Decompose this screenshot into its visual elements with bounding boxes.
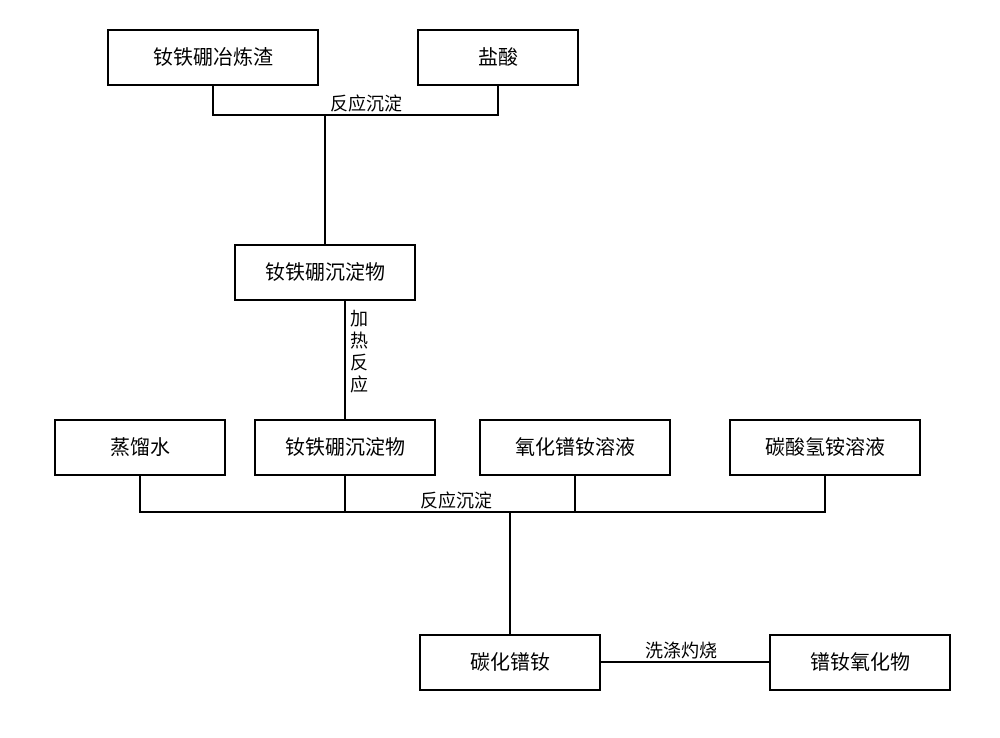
node-label-n9: 镨钕氧化物 — [810, 651, 910, 674]
edge-label-el2-0: 加 — [350, 309, 368, 329]
node-label-n6: 氧化镨钕溶液 — [515, 436, 635, 459]
edge-label-el4: 洗涤灼烧 — [645, 641, 717, 661]
node-label-n4: 蒸馏水 — [110, 436, 170, 459]
node-label-n8: 碳化镨钕 — [470, 651, 550, 674]
node-label-n5: 钕铁硼沉淀物 — [285, 436, 405, 459]
node-label-n1: 钕铁硼冶炼渣 — [153, 46, 273, 69]
flowchart-canvas: 钕铁硼冶炼渣盐酸钕铁硼沉淀物蒸馏水钕铁硼沉淀物氧化镨钕溶液碳酸氢铵溶液碳化镨钕镨… — [0, 0, 1000, 738]
node-label-n3: 钕铁硼沉淀物 — [265, 261, 385, 284]
edge-label-el2-2: 反 — [350, 353, 368, 373]
edge-label-el2-3: 应 — [350, 375, 368, 395]
edge-label-el3: 反应沉淀 — [420, 491, 492, 511]
edge-label-el1: 反应沉淀 — [330, 94, 402, 114]
node-label-n7: 碳酸氢铵溶液 — [765, 436, 885, 459]
edge-label-el2-1: 热 — [350, 331, 368, 351]
node-label-n2: 盐酸 — [478, 46, 518, 69]
